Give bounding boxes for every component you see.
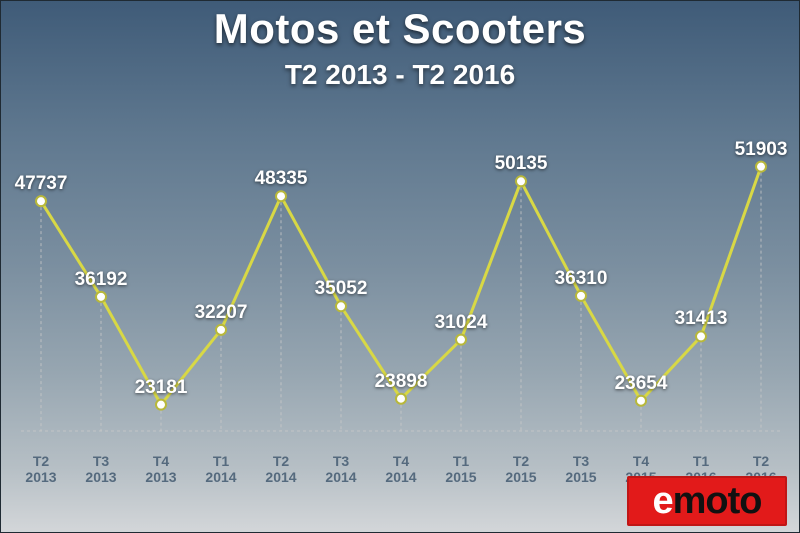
x-axis-tick-label: T22014 — [265, 453, 296, 485]
logo-badge: emoto — [627, 476, 787, 526]
data-point-label: 36192 — [75, 269, 128, 291]
data-point-label: 32207 — [195, 302, 248, 324]
x-axis-tick-label: T42014 — [385, 453, 416, 485]
data-point-label: 50135 — [495, 153, 548, 175]
x-axis-tick-label: T12014 — [205, 453, 236, 485]
data-point-label: 35052 — [315, 278, 368, 300]
x-axis-tick-label: T42013 — [145, 453, 176, 485]
x-axis-tick-label: T22015 — [505, 453, 536, 485]
x-axis-tick-label: T32015 — [565, 453, 596, 485]
plot-area: 4773736192231813220748335350522389831024… — [21, 111, 781, 441]
data-point-label: 48335 — [255, 168, 308, 190]
chart-subtitle: T2 2013 - T2 2016 — [1, 59, 799, 91]
data-point-label: 31413 — [675, 308, 728, 330]
data-point-label: 23181 — [135, 377, 188, 399]
chart-title: Motos et Scooters — [1, 5, 799, 53]
data-point-label: 51903 — [735, 139, 788, 161]
data-point-label: 31024 — [435, 312, 488, 334]
data-point-label: 23654 — [615, 373, 668, 395]
chart-container: Motos et Scooters T2 2013 - T2 2016 4773… — [0, 0, 800, 533]
data-point-label: 36310 — [555, 268, 608, 290]
x-axis-tick-label: T32013 — [85, 453, 116, 485]
x-axis-tick-label: T22013 — [25, 453, 56, 485]
x-axis-tick-label: T32014 — [325, 453, 356, 485]
data-point-label: 47737 — [15, 173, 68, 195]
logo-prefix: e — [652, 482, 672, 520]
logo-suffix: moto — [673, 482, 762, 520]
data-point-label: 23898 — [375, 371, 428, 393]
x-axis-tick-label: T12015 — [445, 453, 476, 485]
